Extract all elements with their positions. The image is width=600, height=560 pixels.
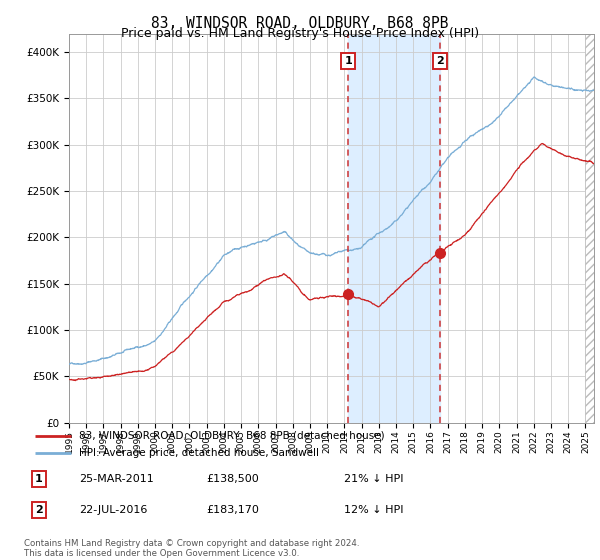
Text: 2: 2 (436, 56, 444, 66)
Text: £138,500: £138,500 (206, 474, 259, 484)
Text: 21% ↓ HPI: 21% ↓ HPI (344, 474, 404, 484)
Text: Price paid vs. HM Land Registry's House Price Index (HPI): Price paid vs. HM Land Registry's House … (121, 27, 479, 40)
Text: Contains HM Land Registry data © Crown copyright and database right 2024.
This d: Contains HM Land Registry data © Crown c… (24, 539, 359, 558)
Text: 12% ↓ HPI: 12% ↓ HPI (344, 505, 404, 515)
Text: £183,170: £183,170 (206, 505, 259, 515)
Text: 83, WINDSOR ROAD, OLDBURY, B68 8PB (detached house): 83, WINDSOR ROAD, OLDBURY, B68 8PB (deta… (79, 431, 385, 441)
Text: 22-JUL-2016: 22-JUL-2016 (79, 505, 148, 515)
Text: 1: 1 (35, 474, 43, 484)
Bar (349, 34, 440, 423)
Text: 25-MAR-2011: 25-MAR-2011 (79, 474, 154, 484)
Text: HPI: Average price, detached house, Sandwell: HPI: Average price, detached house, Sand… (79, 448, 319, 458)
Text: 83, WINDSOR ROAD, OLDBURY, B68 8PB: 83, WINDSOR ROAD, OLDBURY, B68 8PB (151, 16, 449, 31)
Text: 1: 1 (344, 56, 352, 66)
Text: 2: 2 (35, 505, 43, 515)
